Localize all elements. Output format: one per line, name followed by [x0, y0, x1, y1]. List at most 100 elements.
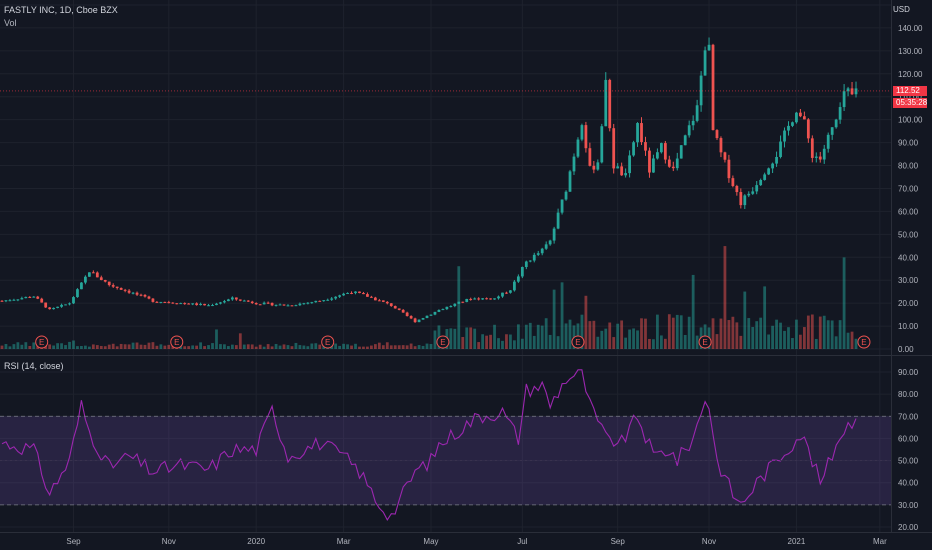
volume-bar: [215, 329, 218, 349]
volume-bar: [0, 345, 4, 349]
volume-bar: [691, 274, 695, 349]
volume-bar: [270, 346, 274, 349]
candle: [60, 304, 63, 307]
rsi-axis[interactable]: 20.00 30.00 40.00 50.00 60.00 70.00 80.00 90.00: [898, 368, 919, 532]
candle: [679, 145, 683, 159]
volume-bar: [838, 320, 842, 349]
candle: [854, 88, 858, 95]
rsi-tick-label: 60.00: [898, 434, 919, 443]
candle: [791, 122, 794, 126]
candle: [838, 107, 842, 120]
candle: [107, 281, 111, 286]
candle: [370, 296, 373, 298]
volume-bar: [64, 345, 67, 349]
candle: [139, 294, 143, 296]
volume-bar: [842, 257, 846, 349]
candle: [330, 298, 334, 300]
rsi-tick-label: 50.00: [898, 457, 919, 466]
volume-bar: [520, 338, 524, 349]
time-axis[interactable]: Sep Nov 2020 Mar May Jul Sep Nov 2021 Mar: [66, 537, 887, 546]
volume-bar: [91, 344, 95, 349]
candle: [76, 289, 79, 298]
volume-bar: [481, 334, 485, 349]
candle: [779, 141, 782, 157]
volume-bar: [358, 346, 361, 349]
volume-bar: [528, 322, 532, 349]
rsi-legend[interactable]: RSI (14, close): [4, 361, 64, 371]
volume-bar: [723, 246, 727, 349]
candle: [270, 302, 274, 306]
candle: [195, 303, 199, 306]
time-tick-label: Sep: [66, 537, 81, 546]
candle: [135, 292, 139, 295]
candle: [675, 158, 679, 169]
candle: [0, 300, 4, 302]
volume-legend[interactable]: Vol: [4, 18, 17, 28]
price-tick-label: 60.00: [898, 207, 919, 216]
candle: [175, 303, 179, 305]
candle: [405, 312, 409, 317]
volume-bar: [338, 345, 342, 349]
earnings-marker-label: E: [174, 338, 179, 347]
candle: [87, 272, 91, 277]
grid-lines: [0, 0, 891, 532]
volume-bar: [695, 335, 699, 349]
bar-countdown-tag: 05:35:28: [893, 98, 927, 108]
candle: [608, 79, 612, 129]
candle: [171, 302, 175, 304]
volume-bar: [167, 344, 171, 349]
volume-bar: [624, 337, 628, 349]
volume-bar: [230, 344, 234, 349]
symbol-legend[interactable]: FASTLY INC, 1D, Cboe BZX: [4, 5, 118, 15]
candle: [612, 128, 616, 169]
volume-bar: [548, 334, 552, 349]
earnings-marker: [571, 335, 585, 349]
volume-bar: [195, 345, 199, 349]
candle: [520, 267, 524, 277]
candle: [326, 299, 330, 301]
volume-bar: [389, 345, 393, 349]
volume-bar: [679, 315, 683, 349]
candle: [810, 138, 814, 158]
candle: [747, 193, 751, 196]
candle: [211, 305, 214, 307]
candle: [513, 281, 516, 291]
candle: [787, 125, 790, 131]
volume-bar: [223, 344, 226, 349]
volume-bar: [771, 325, 774, 349]
volume-bar: [433, 330, 437, 349]
volume-bar: [12, 344, 16, 349]
volume-bar: [409, 343, 413, 349]
volume-bar: [274, 343, 278, 349]
candle: [802, 116, 806, 120]
volume-bar: [552, 289, 556, 349]
time-tick-label: Mar: [337, 537, 351, 546]
candle: [687, 125, 691, 136]
volume-bar: [536, 324, 540, 349]
currency-label[interactable]: USD: [893, 5, 910, 14]
volume-bar: [191, 345, 195, 349]
price-axis[interactable]: 0.00 10.00 20.00 30.00 40.00 50.00 60.00 70.00 8…: [898, 24, 923, 354]
volume-bar: [354, 343, 357, 349]
volume-bar: [16, 342, 20, 349]
volume-bar: [588, 321, 592, 349]
volume-bar: [449, 328, 453, 349]
candle: [24, 296, 28, 299]
earnings-marker-label: E: [861, 338, 866, 347]
volume-bar: [366, 346, 369, 349]
volume-bar: [397, 345, 401, 349]
candle: [755, 185, 759, 192]
volume-bar: [628, 329, 631, 349]
candle: [818, 156, 822, 160]
candle: [52, 307, 56, 310]
candle: [727, 159, 731, 179]
candle: [36, 296, 40, 299]
candle: [187, 303, 191, 305]
candle: [437, 310, 441, 312]
volume-bar: [262, 346, 266, 349]
volume-bar: [4, 344, 8, 349]
volume-bar: [818, 316, 822, 349]
candle: [111, 285, 115, 287]
candle: [628, 155, 631, 174]
